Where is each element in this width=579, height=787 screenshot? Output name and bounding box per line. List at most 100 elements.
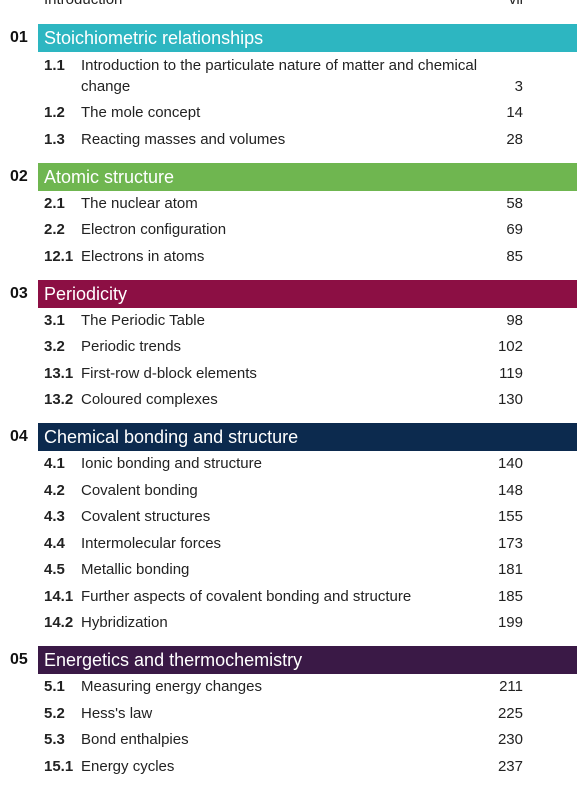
section-number: 1.1: [44, 57, 65, 74]
section-title: Intermolecular forces: [81, 534, 222, 552]
section-number: 15.1: [44, 757, 74, 775]
section-page: 3: [514, 78, 523, 95]
section-number: 4.1: [44, 455, 65, 472]
chapter: 01 Stoichiometric relationships 1.1 Introdu…: [0, 24, 579, 153]
section-page: 148: [497, 481, 523, 499]
section-page: 237: [497, 757, 523, 775]
section-row: 12.1 Electrons in atoms 85: [0, 244, 579, 271]
section-number: 5.3: [44, 731, 65, 748]
section-number: 2.2: [44, 221, 65, 238]
section-page: 230: [497, 731, 523, 748]
section-title: Measuring energy changes: [81, 678, 262, 695]
section-title: The Periodic Table: [81, 311, 205, 329]
chapter-title: Chemical bonding and structure: [38, 423, 577, 451]
chapter-title: Stoichiometric relationships: [38, 24, 577, 52]
section-page: 181: [497, 561, 523, 578]
section-row: 4.3 Covalent structures 155: [0, 504, 579, 531]
intro-row: Introduction vii: [44, 0, 523, 9]
chapter-header: 02 Atomic structure: [0, 162, 579, 191]
section-row: 4.4 Intermolecular forces 173: [0, 531, 579, 558]
chapter-title: Energetics and thermochemistry: [38, 646, 577, 674]
section-row: 1.3 Reacting masses and volumes 28: [0, 127, 579, 154]
section-number: 3.1: [44, 311, 65, 329]
section-title: Metallic bonding: [81, 561, 190, 578]
section-page: 225: [497, 704, 523, 722]
chapter-header: 03 Periodicity: [0, 279, 579, 308]
section-row: 1.2 The mole concept 14: [0, 100, 579, 127]
section-row: 13.1 First-row d-block elements 119: [0, 361, 579, 388]
section-title: Bond enthalpies: [81, 731, 189, 748]
chapter-number: 02: [10, 167, 28, 185]
chapter-number: 05: [10, 651, 28, 668]
section-title: The mole concept: [81, 104, 201, 121]
section-row: 4.5 Metallic bonding 181: [0, 557, 579, 584]
section-number: 4.2: [44, 481, 65, 499]
section-number: 2.1: [44, 194, 65, 212]
section-row: 14.1 Further aspects of covalent bonding …: [0, 584, 579, 611]
section-number: 3.2: [44, 338, 65, 355]
section-page: 14: [506, 104, 523, 121]
section-page: 28: [506, 130, 523, 148]
section-title: Coloured complexes: [81, 391, 218, 408]
chapter-header: 04 Chemical bonding and structure: [0, 423, 579, 451]
section-row: 5.2 Hess's law 225: [0, 701, 579, 728]
section-number: 14.2: [44, 614, 74, 631]
section-page: 102: [497, 338, 523, 355]
section-page: 185: [497, 587, 523, 605]
section-number: 4.3: [44, 508, 65, 525]
section-title: Introduction to the particulate nature o…: [81, 57, 478, 95]
section-title: Further aspects of covalent bonding and …: [81, 587, 412, 605]
chapter-number: 04: [10, 428, 28, 445]
section-row: 3.2 Periodic trends 102: [0, 334, 579, 361]
section-row: 3.1 The Periodic Table 98: [0, 308, 579, 335]
section-row: 2.2 Electron configuration 69: [0, 217, 579, 244]
section-number: 4.4: [44, 534, 65, 552]
intro-title: Introduction: [44, 0, 122, 9]
chapter-number: 01: [10, 29, 28, 46]
section-title: First-row d-block elements: [81, 364, 257, 382]
section-page: 140: [497, 455, 523, 472]
section-title: Electron configuration: [81, 221, 227, 238]
chapter-title: Periodicity: [38, 279, 577, 308]
section-title: Electrons in atoms: [81, 247, 205, 265]
section-row: 5.1 Measuring energy changes 211: [0, 674, 579, 701]
section-page: 69: [506, 221, 523, 238]
section-title: Periodic trends: [81, 338, 182, 355]
section-page: 85: [506, 247, 523, 265]
section-page: 130: [497, 391, 523, 408]
section-title: Hybridization: [81, 614, 168, 631]
section-row: 13.2 Coloured complexes 130: [0, 387, 579, 414]
section-row: 1.1 Introduction to the particulate natur…: [0, 52, 579, 100]
section-number: 14.1: [44, 587, 74, 605]
section-number: 12.1: [44, 247, 74, 265]
section-title: Energy cycles: [81, 757, 175, 775]
section-title: The nuclear atom: [81, 194, 198, 212]
section-number: 13.1: [44, 364, 74, 382]
section-title: Hess's law: [81, 704, 153, 722]
intro-page: vii: [509, 0, 523, 9]
chapter-number: 03: [10, 284, 28, 302]
chapter: 03 Periodicity 3.1 The Periodic Table 98 3.2 P…: [0, 279, 579, 414]
section-title: Covalent bonding: [81, 481, 198, 499]
section-number: 13.2: [44, 391, 74, 408]
section-row: 4.1 Ionic bonding and structure 140: [0, 451, 579, 478]
section-row: 4.2 Covalent bonding 148: [0, 478, 579, 505]
section-page: 119: [499, 364, 523, 382]
section-row: 2.1 The nuclear atom 58: [0, 191, 579, 218]
section-title: Reacting masses and volumes: [81, 130, 286, 148]
section-number: 1.2: [44, 104, 65, 121]
section-number: 5.2: [44, 704, 65, 722]
section-page: 58: [506, 194, 523, 212]
section-title: Covalent structures: [81, 508, 211, 525]
chapter-title: Atomic structure: [38, 162, 577, 191]
section-page: 211: [499, 678, 523, 695]
section-number: 5.1: [44, 678, 65, 695]
chapter: 02 Atomic structure 2.1 The nuclear atom 58 2…: [0, 162, 579, 271]
section-page: 199: [497, 614, 523, 631]
chapter-header: 05 Energetics and thermochemistry: [0, 646, 579, 674]
section-row: 5.3 Bond enthalpies 230: [0, 727, 579, 754]
section-number: 1.3: [44, 130, 65, 148]
section-row: 14.2 Hybridization 199: [0, 610, 579, 637]
